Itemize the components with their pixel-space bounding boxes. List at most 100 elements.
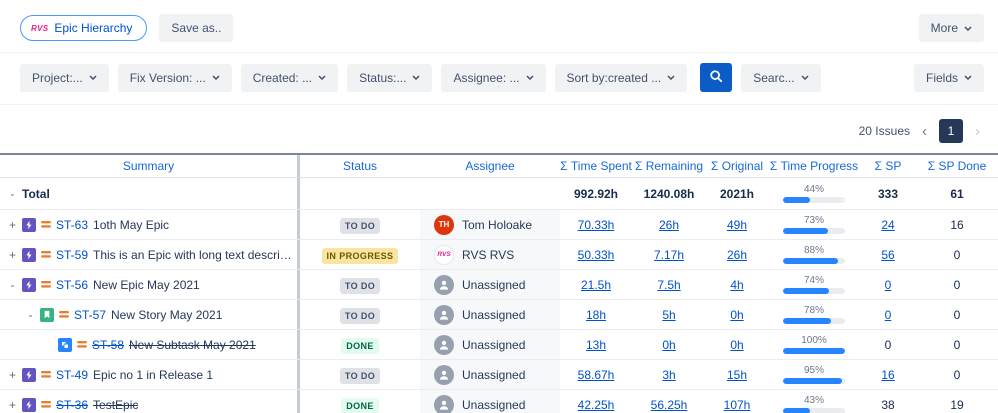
sp-value[interactable]: 16	[881, 367, 895, 382]
priority-medium-icon	[41, 400, 51, 409]
original-cell: 4h	[706, 278, 768, 292]
issue-summary: New Subtask May 2021	[129, 337, 256, 352]
filter-assignee[interactable]: Assignee: ...	[441, 63, 546, 92]
time-spent-link[interactable]: 70.33h	[577, 217, 615, 232]
row-expander[interactable]: +	[8, 247, 16, 262]
total-row: - Total 992.92h 1240.08h 2021h 44% 333 6…	[0, 178, 998, 210]
time-spent-link[interactable]: 58.67h	[577, 367, 615, 382]
sp-done-value: 0	[953, 247, 961, 262]
column-header-summary[interactable]: Summary	[0, 155, 300, 177]
progress-bar	[783, 257, 845, 264]
column-header-time-spent[interactable]: Σ Time Spent	[560, 159, 632, 173]
fields-button[interactable]: Fields	[913, 63, 984, 92]
original-link[interactable]: 15h	[726, 367, 748, 382]
search-field-dropdown[interactable]: Searc...	[741, 63, 821, 92]
assignee-name: Unassigned	[462, 337, 526, 352]
original-link[interactable]: 49h	[726, 217, 748, 232]
original-link[interactable]: 0h	[730, 337, 744, 352]
sp-value[interactable]: 0	[884, 277, 892, 292]
issue-key-link[interactable]: ST-59	[56, 247, 89, 262]
row-expander[interactable]: -	[28, 307, 33, 322]
filter-project[interactable]: Project:...	[20, 63, 109, 92]
summary-cell: - ST-57 New Story May 2021	[0, 300, 300, 329]
pagination-bar: 20 Issues ‹ 1 ›	[0, 105, 998, 153]
issue-key-link[interactable]: ST-63	[56, 217, 89, 232]
remaining-link[interactable]: 0h	[662, 337, 676, 352]
remaining-link[interactable]: 26h	[658, 217, 680, 232]
issue-key-link[interactable]: ST-36	[56, 397, 89, 412]
total-progress-cell: 44%	[768, 178, 860, 209]
remaining-link[interactable]: 3h	[662, 367, 676, 382]
original-link[interactable]: 4h	[730, 277, 744, 292]
time-spent-link[interactable]: 18h	[585, 307, 607, 322]
summary-cell: + ST-36 TestEpic	[0, 390, 300, 413]
sp-value[interactable]: 38	[881, 397, 895, 412]
save-as-button[interactable]: Save as..	[159, 14, 234, 42]
sp-done-value: 16	[950, 217, 964, 232]
sp-value[interactable]: 24	[881, 217, 895, 232]
sp-cell: 16	[860, 368, 916, 382]
column-header-status[interactable]: Status	[342, 159, 378, 173]
epic-hierarchy-view-button[interactable]: RVS Epic Hierarchy	[20, 15, 148, 41]
filter-fix-version[interactable]: Fix Version: ...	[117, 63, 232, 92]
filter-sort-by[interactable]: Sort by:created ...	[554, 63, 688, 92]
total-label: Total	[22, 186, 50, 201]
chevron-down-icon	[89, 75, 97, 80]
issue-key-link[interactable]: ST-57	[74, 307, 107, 322]
chevron-down-icon	[964, 25, 972, 31]
row-expander[interactable]: -	[10, 277, 15, 292]
remaining-link[interactable]: 56.25h	[650, 397, 688, 412]
filter-created[interactable]: Created: ...	[240, 63, 339, 92]
column-header-time-progress[interactable]: Σ Time Progress	[769, 159, 859, 173]
filter-status[interactable]: Status:...	[347, 63, 433, 92]
sp-value[interactable]: 0	[884, 307, 892, 322]
priority-medium-icon	[41, 250, 51, 259]
original-link[interactable]: 26h	[726, 247, 748, 262]
original-link[interactable]: 107h	[723, 397, 751, 412]
sp-value[interactable]: 0	[884, 337, 892, 352]
remaining-link[interactable]: 7.17h	[653, 247, 685, 262]
priority-medium-icon	[41, 220, 51, 229]
priority-medium-icon	[77, 340, 87, 349]
column-header-sp-done[interactable]: Σ SP Done	[927, 159, 987, 173]
original-cell: 49h	[706, 218, 768, 232]
current-page-button[interactable]: 1	[939, 119, 963, 143]
more-button[interactable]: More	[918, 14, 984, 42]
time-spent-link[interactable]: 21.5h	[580, 277, 612, 292]
prev-page-icon[interactable]: ‹	[922, 122, 927, 140]
remaining-link[interactable]: 7.5h	[657, 277, 681, 292]
time-spent-link[interactable]: 42.25h	[577, 397, 615, 412]
progress-bar	[783, 287, 845, 294]
sp-value[interactable]: 56	[881, 247, 895, 262]
sp-cell: 0	[860, 308, 916, 322]
filter-label: Created: ...	[252, 70, 313, 85]
column-header-remaining[interactable]: Σ Remaining	[634, 159, 704, 173]
row-expander[interactable]: +	[8, 397, 16, 412]
column-header-assignee[interactable]: Assignee	[465, 159, 515, 173]
total-sp-done: 61	[950, 186, 964, 201]
original-link[interactable]: 0h	[730, 307, 744, 322]
remaining-link[interactable]: 5h	[662, 307, 676, 322]
unassigned-avatar-icon	[434, 274, 454, 295]
total-sp: 333	[877, 186, 899, 201]
original-cell: 0h	[706, 338, 768, 352]
issue-key-link[interactable]: ST-56	[56, 277, 89, 292]
row-expander[interactable]: +	[8, 367, 16, 382]
column-header-sp[interactable]: Σ SP	[874, 159, 902, 173]
issue-key-link[interactable]: ST-58	[92, 337, 125, 352]
original-cell: 107h	[706, 398, 768, 412]
search-button[interactable]	[700, 63, 733, 92]
top-toolbar: RVS Epic Hierarchy Save as.. More	[0, 0, 998, 53]
next-page-icon[interactable]: ›	[975, 122, 980, 140]
table-row: + ST-59 This is an Epic with long text d…	[0, 240, 998, 270]
column-header-original[interactable]: Σ Original	[710, 159, 764, 173]
total-row-expander[interactable]: -	[10, 186, 15, 201]
status-cell: IN PROGRESS	[300, 247, 420, 264]
issue-key-link[interactable]: ST-49	[56, 367, 89, 382]
total-progress-percent: 44%	[803, 183, 824, 195]
time-spent-link[interactable]: 13h	[585, 337, 607, 352]
time-spent-link[interactable]: 50.33h	[577, 247, 615, 262]
filter-label: Fix Version: ...	[129, 70, 206, 85]
sp-done-cell: 0	[916, 308, 998, 322]
row-expander[interactable]: +	[8, 217, 16, 232]
